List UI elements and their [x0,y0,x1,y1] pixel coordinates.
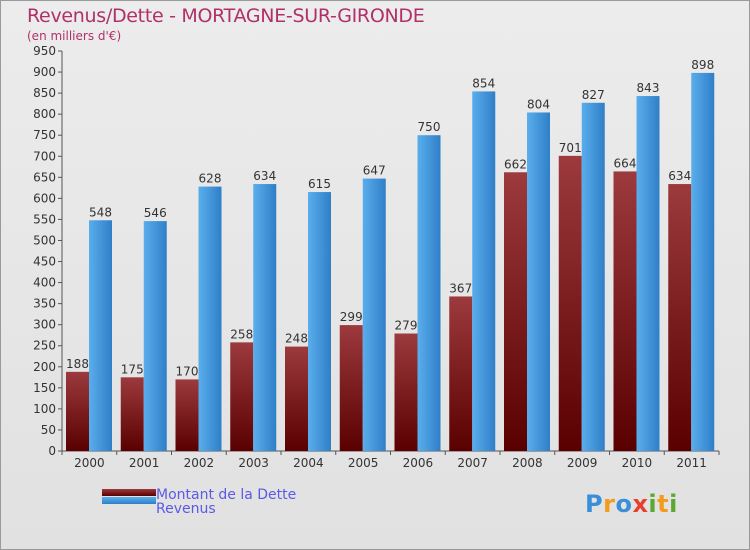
data-label-revenus: 898 [691,58,714,72]
bar-dette [339,325,363,451]
y-tick-label: 500 [33,233,56,247]
x-tick-label: 2004 [293,456,324,470]
y-tick-label: 800 [33,107,56,121]
bar-revenus [308,192,331,452]
data-label-dette: 248 [285,332,308,346]
bar-dette [230,342,254,451]
x-tick-label: 2000 [74,456,105,470]
data-label-dette: 175 [121,362,144,376]
data-label-revenus: 843 [637,81,660,95]
bar-revenus [89,220,112,451]
y-tick-label: 350 [33,297,56,311]
data-label-dette: 279 [395,319,418,333]
data-label-dette: 634 [668,169,691,183]
chart-subtitle: (en milliers d'€) [27,29,122,43]
data-label-dette: 188 [66,357,89,371]
bar-dette [558,155,582,451]
y-tick-label: 300 [33,318,56,332]
y-tick-label: 850 [33,86,56,100]
data-label-revenus: 854 [472,76,495,90]
data-label-revenus: 750 [418,120,441,134]
y-tick-label: 50 [41,423,56,437]
y-tick-label: 700 [33,149,56,163]
bar-revenus [472,91,496,451]
x-tick-label: 2006 [403,456,434,470]
bar-dette [285,346,308,451]
logo-letter: x [632,490,649,518]
data-label-revenus: 634 [253,169,276,183]
data-label-dette: 664 [614,156,637,170]
data-label-revenus: 628 [199,172,222,186]
y-tick-label: 400 [33,276,56,290]
legend-label-revenus: Revenus [156,501,216,517]
chart-labels: 0 50 100 150 200 250 300 350 400 450 500 550 600 650 7… [33,44,714,470]
data-label-dette: 662 [504,157,527,171]
x-tick-label: 2002 [184,456,215,470]
y-tick-label: 750 [33,128,56,142]
data-label-revenus: 827 [582,88,605,102]
bar-dette [120,377,144,451]
bar-dette [175,379,199,451]
chart-axes [58,50,720,455]
bar-dette [449,296,473,451]
proxiti-logo: Proxiti [585,490,678,518]
y-tick-label: 100 [33,402,56,416]
bar-revenus [417,135,441,452]
logo-letter: i [648,490,658,518]
data-label-revenus: 647 [363,164,386,178]
bar-revenus [362,178,386,451]
data-label-dette: 258 [230,327,253,341]
x-tick-label: 2011 [676,456,707,470]
bar-dette [394,333,418,451]
data-label-dette: 299 [340,310,363,324]
y-tick-label: 900 [33,65,56,79]
legend-swatch-revenus [102,497,156,504]
data-label-dette: 170 [176,364,199,378]
y-tick-label: 950 [33,44,56,58]
bar-revenus [636,96,660,451]
logo-letter: i [669,490,678,518]
data-label-dette: 701 [559,141,582,155]
logo-letter: r [603,490,616,518]
bar-revenus [143,221,167,451]
chart-bars [66,72,715,452]
legend-swatch-dette [102,489,156,496]
bar-revenus [253,184,277,452]
y-tick-label: 250 [33,339,56,353]
y-tick-label: 550 [33,212,56,226]
x-tick-label: 2005 [348,456,379,470]
bar-revenus [198,186,222,451]
data-label-revenus: 548 [89,205,112,219]
bar-revenus [581,102,605,451]
logo-letter: P [585,490,604,518]
bar-revenus [527,112,550,451]
logo-letter: o [615,490,633,518]
data-label-revenus: 615 [308,177,331,191]
bar-dette [66,371,89,451]
bar-dette [668,184,692,452]
x-tick-label: 2010 [622,456,653,470]
x-tick-label: 2003 [238,456,269,470]
data-label-dette: 367 [449,281,472,295]
y-tick-label: 600 [33,191,56,205]
data-label-revenus: 804 [527,97,550,111]
chart-title: Revenus/Dette - MORTAGNE-SUR-GIRONDE [27,5,425,27]
bar-revenus [691,72,715,451]
y-tick-label: 150 [33,381,56,395]
y-tick-label: 450 [33,255,56,269]
bar-dette [504,172,527,451]
x-tick-label: 2008 [512,456,543,470]
y-tick-label: 200 [33,360,56,374]
y-tick-label: 650 [33,170,56,184]
y-tick-label: 0 [48,444,56,458]
bar-dette [613,171,637,451]
x-tick-label: 2001 [129,456,160,470]
data-label-revenus: 546 [144,206,167,220]
x-tick-label: 2009 [567,456,598,470]
logo-letter: t [657,490,670,518]
legend-label-dette: Montant de la Dette [156,487,297,503]
x-tick-label: 2007 [457,456,488,470]
